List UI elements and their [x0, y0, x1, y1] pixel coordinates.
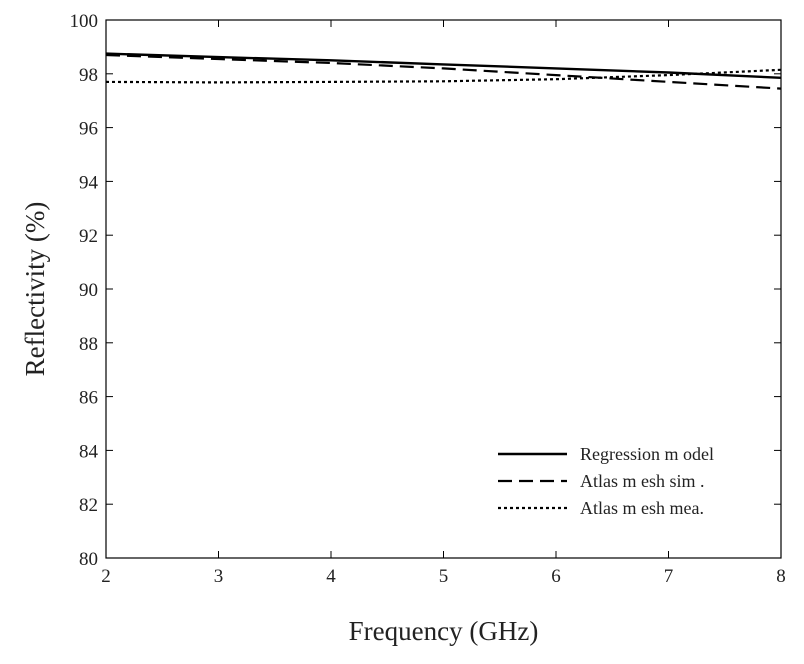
y-tick-label: 80 — [79, 549, 98, 570]
y-tick-label: 82 — [79, 495, 98, 516]
y-tick-label: 98 — [79, 65, 98, 86]
x-axis-label: Frequency (GHz) — [349, 616, 539, 646]
legend: Regression m odel Atlas m esh sim . Atlas … — [498, 444, 714, 518]
y-tick-label: 100 — [70, 11, 99, 32]
legend-label-1: Regression m odel — [580, 444, 714, 464]
y-axis-ticks: 80 82 84 86 88 90 92 94 96 98 100 — [70, 11, 781, 570]
x-axis-ticks: 2 3 4 5 6 7 8 — [101, 20, 786, 587]
x-tick-label: 7 — [664, 566, 674, 587]
x-tick-label: 8 — [776, 566, 786, 587]
y-tick-label: 90 — [79, 280, 98, 301]
x-tick-label: 4 — [326, 566, 336, 587]
y-tick-label: 92 — [79, 226, 98, 247]
y-tick-label: 94 — [79, 172, 99, 193]
x-tick-label: 5 — [439, 566, 449, 587]
x-tick-label: 2 — [101, 566, 111, 587]
series-line-1 — [105, 52, 782, 79]
y-tick-label: 96 — [79, 119, 98, 140]
series-layer — [105, 52, 782, 90]
x-tick-label: 6 — [551, 566, 561, 587]
y-tick-label: 86 — [79, 388, 98, 409]
legend-label-2: Atlas m esh sim . — [580, 471, 705, 491]
x-tick-label: 3 — [214, 566, 224, 587]
y-tick-label: 84 — [79, 441, 99, 462]
y-tick-label: 88 — [79, 334, 98, 355]
legend-label-3: Atlas m esh mea. — [580, 498, 704, 518]
plot-frame — [105, 19, 782, 559]
series-line-2 — [105, 53, 782, 90]
y-axis-label: Reflectivity (%) — [20, 202, 50, 377]
series-line-3 — [105, 68, 782, 84]
